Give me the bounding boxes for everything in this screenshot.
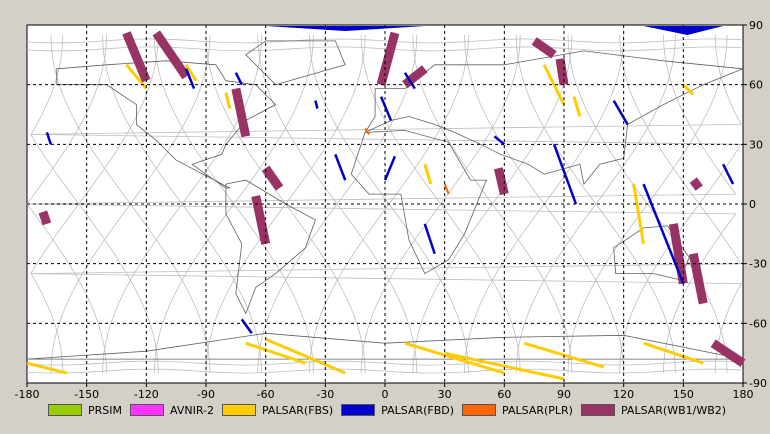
wb-footprint	[122, 31, 151, 83]
y-tick-label: 30	[749, 138, 763, 151]
x-tick-label: -150	[74, 388, 99, 401]
fbs-footprint	[423, 163, 433, 185]
legend-item-palsar-wb: PALSAR(WB1/WB2)	[580, 403, 727, 417]
fbs-footprint	[404, 341, 505, 375]
footprints	[26, 26, 746, 381]
fbs-footprint	[444, 351, 565, 381]
fbd-footprint	[184, 68, 196, 90]
fbs-footprint	[572, 96, 582, 117]
legend-label: PRSIM	[88, 403, 122, 417]
wb-footprint	[668, 223, 688, 285]
coastline	[56, 60, 277, 189]
wb-footprint	[38, 210, 52, 226]
coastline	[350, 129, 487, 275]
orbit-track	[360, 34, 521, 374]
fbd-footprint	[493, 135, 506, 146]
fbd-footprint	[383, 155, 397, 181]
wb-footprint	[493, 167, 509, 196]
x-tick-label: 150	[673, 388, 694, 401]
graticule-grid	[27, 25, 743, 383]
axis-ticks: -180 -150 -120 -90 -60 -30 0 30 60 90 120 150 180 90 6…	[15, 19, 767, 401]
wb-footprint	[710, 339, 746, 367]
wb-footprint	[261, 165, 284, 191]
fbd-footprint	[552, 143, 578, 205]
legend-item-palsar-fbs: PALSAR(FBS)	[221, 403, 334, 417]
fbs-footprint	[643, 341, 704, 365]
fbd-footprint	[45, 132, 53, 145]
fbd-footprint	[234, 72, 243, 86]
x-tick-label: 120	[613, 388, 634, 401]
legend-label: AVNIR-2	[170, 403, 214, 417]
legend-swatch	[221, 404, 256, 416]
x-tick-label: 180	[733, 388, 754, 401]
legend-swatch	[48, 404, 82, 416]
legend-label: PALSAR(WB1/WB2)	[620, 403, 727, 417]
orbit-track	[30, 34, 742, 374]
orbit-track	[257, 34, 418, 374]
legend-item-avnir2: AVNIR-2	[130, 404, 214, 417]
x-tick-label: 60	[497, 388, 511, 401]
legend-swatch	[462, 404, 497, 416]
x-tick-label: 30	[438, 388, 452, 401]
coastline	[225, 179, 316, 315]
fbd-footprint	[314, 100, 319, 109]
orbit-track	[102, 34, 263, 374]
wb-footprint	[689, 177, 703, 191]
orbit-track	[515, 34, 676, 374]
legend-label: PALSAR(PLR)	[502, 403, 573, 417]
fbs-footprint	[224, 92, 232, 109]
legend-label: PALSAR(FBD)	[381, 403, 455, 417]
wb-footprint	[688, 252, 708, 305]
wb-footprint	[531, 37, 557, 59]
y-tick-label: 60	[749, 79, 763, 92]
wb-footprint	[152, 30, 190, 80]
legend-swatch	[580, 404, 615, 416]
fbs-footprint	[265, 337, 346, 375]
x-tick-label: -60	[257, 388, 275, 401]
x-tick-label: 90	[557, 388, 571, 401]
fbs-footprint	[245, 341, 306, 365]
y-tick-label: -90	[749, 377, 767, 390]
fbd-footprint	[721, 163, 735, 185]
fbs-footprint	[542, 64, 566, 106]
fbs-footprint	[632, 183, 646, 245]
fbd-footprint	[379, 96, 393, 121]
y-tick-label: -60	[749, 317, 767, 330]
legend-item-palsar-plr: PALSAR(PLR)	[462, 404, 573, 417]
y-tick-label: -30	[749, 258, 767, 271]
fbd-footprint	[403, 72, 416, 90]
fbs-footprint	[682, 83, 695, 96]
legend-item-palsar-fbd: PALSAR(FBD)	[341, 404, 454, 417]
fbs-footprint	[184, 63, 198, 82]
plr-footprint	[443, 183, 450, 195]
wb-footprint	[555, 58, 569, 86]
fbd-footprint	[334, 153, 347, 181]
legend: PRSIM AVNIR-2 PALSAR(FBS) PALSAR(FBD) PA…	[48, 400, 734, 420]
legend-item-prsim: PRSIM	[48, 404, 122, 417]
wb-footprint	[402, 65, 428, 89]
fbd-footprint	[240, 318, 253, 335]
wb-footprint	[376, 31, 400, 86]
y-tick-label: 0	[749, 198, 756, 211]
fbd-footprint	[642, 183, 685, 285]
legend-swatch	[341, 404, 376, 416]
coastline	[245, 40, 346, 86]
fbs-footprint	[26, 361, 68, 375]
y-tick-label: 90	[749, 19, 763, 32]
x-tick-label: -30	[316, 388, 334, 401]
orbit-track	[412, 34, 573, 374]
x-tick-label: -180	[15, 388, 40, 401]
legend-label: PALSAR(FBS)	[261, 403, 334, 417]
wb-footprint	[231, 87, 251, 138]
legend-swatch	[130, 404, 164, 416]
x-tick-label: -120	[134, 388, 159, 401]
x-tick-label: 0	[382, 388, 389, 401]
fbd-footprint	[423, 223, 436, 255]
fbd-footprint	[612, 99, 629, 126]
plr-footprint	[364, 127, 370, 135]
fbd-footprint	[643, 26, 724, 35]
x-tick-label: -90	[197, 388, 215, 401]
